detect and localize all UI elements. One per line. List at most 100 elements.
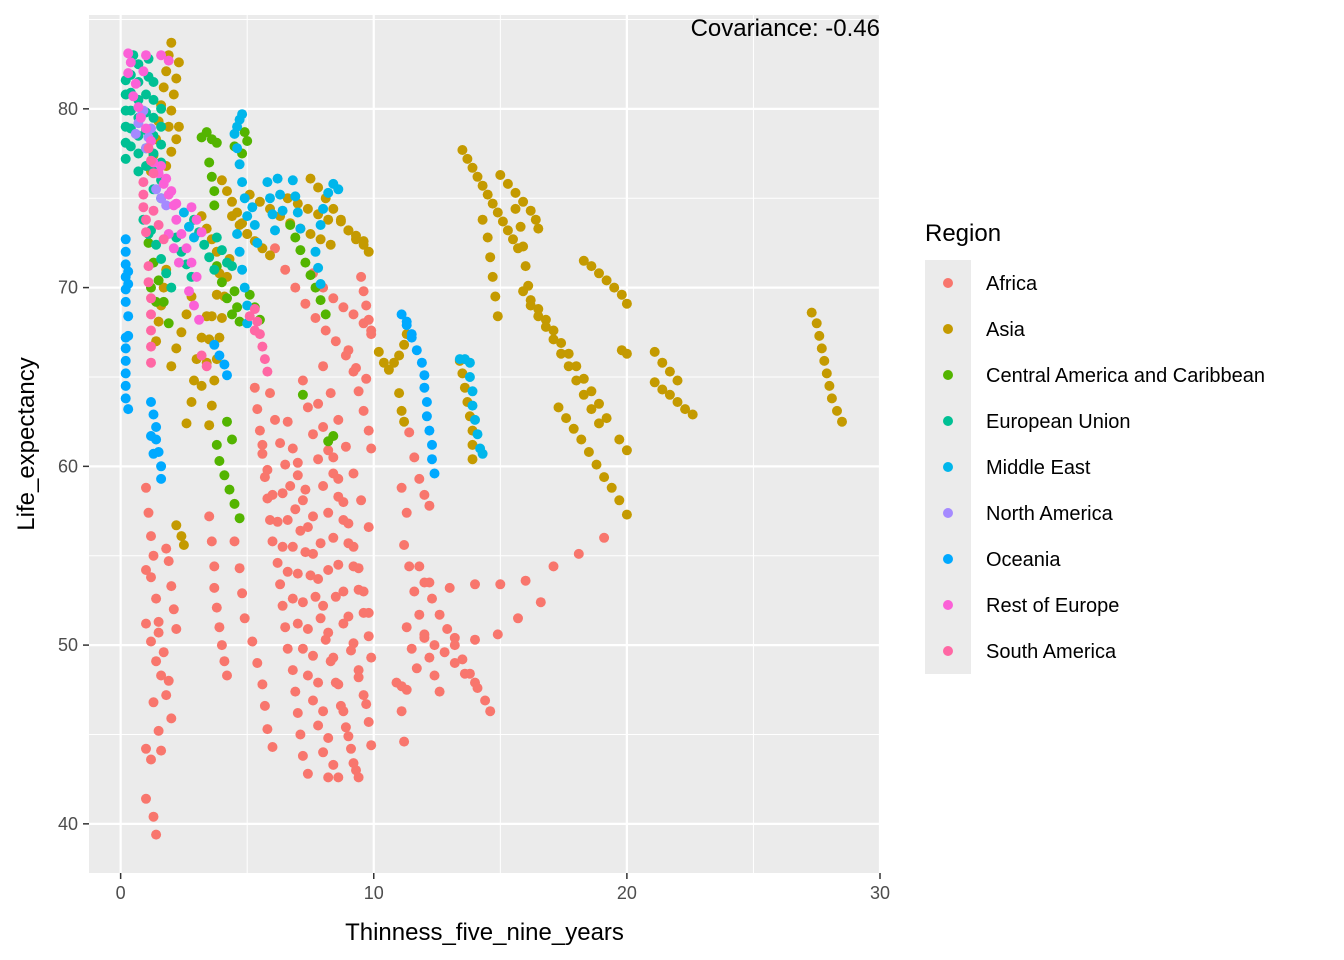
data-point [209, 561, 220, 572]
data-point [275, 579, 286, 590]
legend-key [943, 370, 953, 380]
data-point [166, 37, 177, 48]
legend-key [943, 278, 953, 288]
data-point [194, 314, 205, 325]
data-point [328, 532, 339, 543]
data-point [229, 498, 240, 509]
legend-label: North America [986, 503, 1114, 525]
data-point [378, 357, 389, 368]
data-point [257, 341, 268, 352]
data-point [287, 665, 298, 676]
data-point [123, 311, 134, 322]
legend-key [943, 600, 953, 610]
data-point [556, 338, 567, 348]
data-point [353, 772, 364, 783]
legend-item-africa: Africa [943, 273, 1038, 295]
data-point [583, 447, 594, 457]
data-point [186, 257, 197, 268]
data-point [199, 239, 210, 250]
data-point [427, 454, 437, 465]
data-point [358, 236, 369, 247]
data-point [270, 225, 280, 236]
y-tick-label: 40 [58, 814, 78, 834]
data-point [219, 470, 230, 481]
data-point [672, 375, 683, 386]
data-point [191, 214, 202, 225]
data-point [146, 325, 156, 336]
data-point [153, 616, 164, 627]
data-point [323, 187, 334, 198]
data-point [814, 330, 825, 341]
data-point [621, 348, 632, 359]
data-point [616, 289, 627, 300]
data-point [525, 300, 536, 311]
data-point [120, 153, 131, 164]
data-point [242, 229, 253, 239]
data-point [351, 363, 361, 373]
data-point [234, 563, 245, 574]
data-point [416, 357, 427, 368]
data-point [237, 588, 248, 599]
data-point [495, 170, 506, 180]
data-point [518, 196, 529, 207]
data-point [173, 121, 184, 132]
data-point [209, 200, 220, 211]
data-point [399, 416, 410, 427]
data-point [502, 225, 513, 236]
data-point [568, 423, 579, 434]
data-point [290, 282, 301, 293]
data-point [123, 279, 134, 289]
data-point [351, 230, 361, 241]
data-point [449, 658, 460, 668]
data-point [680, 404, 691, 415]
data-point [318, 706, 329, 717]
data-point [419, 629, 430, 640]
data-point [146, 397, 156, 407]
data-point [477, 448, 488, 459]
data-point [819, 355, 830, 366]
data-point [343, 518, 354, 529]
data-point [657, 384, 668, 395]
data-point [548, 561, 559, 572]
data-point [533, 223, 544, 234]
data-point [470, 634, 480, 645]
data-point [429, 670, 440, 681]
y-axis-title: Life_expectancy [13, 357, 40, 530]
data-point [282, 643, 293, 654]
data-point [449, 640, 460, 651]
data-point [176, 531, 187, 542]
data-point [249, 304, 260, 314]
data-point [401, 622, 412, 633]
data-point [295, 245, 306, 256]
data-point [287, 175, 298, 186]
data-point [411, 663, 422, 674]
data-point [265, 250, 275, 261]
y-tick-label: 50 [58, 635, 78, 655]
data-point [148, 94, 159, 105]
data-point [158, 282, 169, 293]
data-point [146, 636, 156, 647]
data-point [333, 559, 344, 570]
data-point [427, 593, 437, 604]
data-point [396, 309, 407, 320]
data-point [227, 434, 237, 445]
data-point [313, 182, 324, 193]
data-point [148, 409, 159, 420]
data-point [333, 184, 344, 195]
data-point [530, 214, 541, 225]
data-point [148, 697, 159, 708]
data-point [594, 268, 604, 279]
data-point [330, 336, 341, 347]
data-point [373, 346, 384, 357]
data-point [338, 497, 349, 508]
data-point [346, 645, 356, 656]
data-point [141, 89, 151, 100]
data-point [166, 713, 177, 724]
data-point [366, 329, 377, 340]
data-point [219, 359, 230, 370]
data-point [123, 68, 134, 79]
data-point [601, 275, 612, 286]
data-point [459, 668, 470, 679]
data-point [396, 405, 407, 416]
data-point [265, 193, 275, 204]
